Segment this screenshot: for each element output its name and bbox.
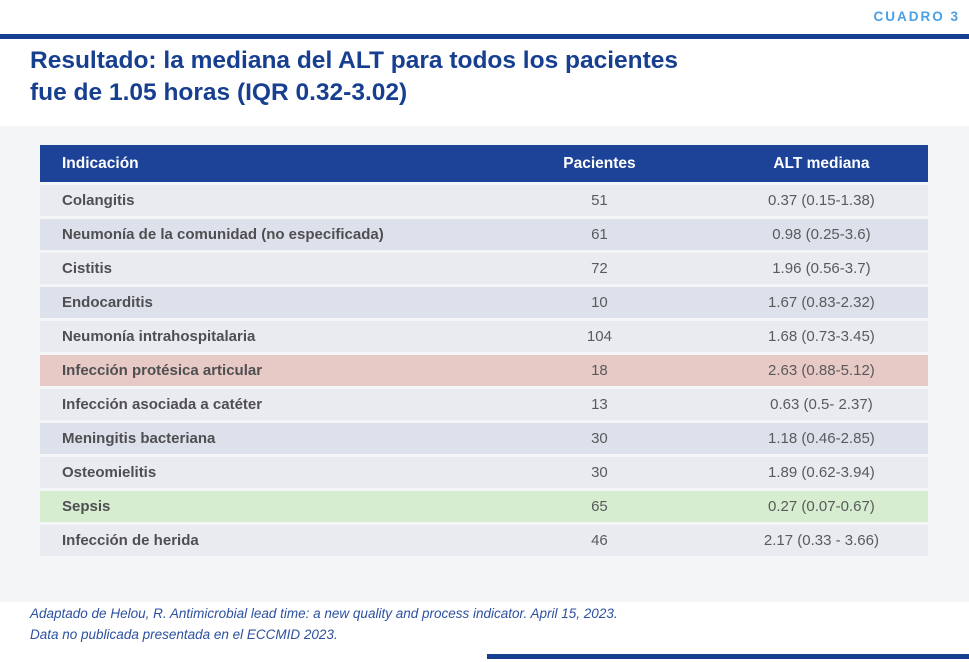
cell-alt-median: 1.68 (0.73-3.45)	[768, 328, 875, 345]
cell-indication: Neumonía intrahospitalaria	[62, 328, 256, 345]
table-row: Infección asociada a catéter 13 0.63 (0.…	[40, 389, 928, 420]
source-footnote: Adaptado de Helou, R. Antimicrobial lead…	[30, 604, 618, 646]
header-alt-median: ALT mediana	[773, 154, 870, 172]
cell-patients: 46	[591, 532, 608, 549]
cell-alt-median: 0.37 (0.15-1.38)	[768, 192, 875, 209]
cell-alt-median: 1.18 (0.46-2.85)	[768, 430, 875, 447]
cell-alt-median: 1.67 (0.83-2.32)	[768, 294, 875, 311]
slide-number-label: CUADRO 3	[873, 9, 960, 24]
cell-patients: 72	[591, 260, 608, 277]
bottom-divider	[487, 654, 969, 659]
cell-patients: 104	[586, 328, 612, 345]
footnote-line1: Adaptado de Helou, R. Antimicrobial lead…	[30, 606, 618, 621]
table-header-row: Indicación Pacientes ALT mediana	[40, 145, 928, 182]
cell-indication: Sepsis	[62, 498, 111, 515]
table-row: Osteomielitis 30 1.89 (0.62-3.94)	[40, 457, 928, 488]
table-row: Neumonía intrahospitalaria 104 1.68 (0.7…	[40, 321, 928, 352]
cell-alt-median: 0.98 (0.25-3.6)	[772, 226, 871, 243]
cell-alt-median: 0.27 (0.07-0.67)	[768, 498, 875, 515]
title-lead: Resultado:	[30, 47, 157, 74]
cell-patients: 13	[591, 396, 608, 413]
top-divider	[0, 34, 969, 39]
table-row: Cistitis 72 1.96 (0.56-3.7)	[40, 253, 928, 284]
cell-alt-median: 2.63 (0.88-5.12)	[768, 362, 875, 379]
table-row: Colangitis 51 0.37 (0.15-1.38)	[40, 185, 928, 216]
title-rest: la mediana del ALT para todos los pacien…	[156, 47, 679, 74]
cell-indication: Neumonía de la comunidad (no especificad…	[62, 226, 384, 243]
cell-patients: 65	[591, 498, 608, 515]
cell-indication: Infección asociada a catéter	[62, 396, 263, 413]
cell-patients: 18	[591, 362, 608, 379]
cell-patients: 61	[591, 226, 608, 243]
table-row-highlight-green: Sepsis 65 0.27 (0.07-0.67)	[40, 491, 928, 522]
cell-alt-median: 1.89 (0.62-3.94)	[768, 464, 875, 481]
cell-indication: Cistitis	[62, 260, 113, 277]
table-row: Neumonía de la comunidad (no especificad…	[40, 219, 928, 250]
header-patients: Pacientes	[563, 154, 636, 172]
cell-indication: Infección de herida	[62, 532, 199, 549]
table-row: Infección de herida 46 2.17 (0.33 - 3.66…	[40, 525, 928, 556]
cell-indication: Osteomielitis	[62, 464, 157, 481]
table-row: Meningitis bacteriana 30 1.18 (0.46-2.85…	[40, 423, 928, 454]
cell-patients: 30	[591, 464, 608, 481]
cell-indication: Infección protésica articular	[62, 362, 263, 379]
cell-patients: 30	[591, 430, 608, 447]
cell-alt-median: 2.17 (0.33 - 3.66)	[763, 532, 879, 549]
cell-alt-median: 1.96 (0.56-3.7)	[772, 260, 871, 277]
cell-alt-median: 0.63 (0.5- 2.37)	[770, 396, 873, 413]
cell-indication: Colangitis	[62, 192, 135, 209]
cell-indication: Meningitis bacteriana	[62, 430, 216, 447]
header-indication: Indicación	[62, 154, 139, 172]
footnote-line2: Data no publicada presentada en el ECCMI…	[30, 626, 338, 642]
page-title: Resultado: la mediana del ALT para todos…	[30, 45, 790, 110]
cell-patients: 51	[591, 192, 608, 209]
table-row: Endocarditis 10 1.67 (0.83-2.32)	[40, 287, 928, 318]
cell-patients: 10	[591, 294, 608, 311]
cell-indication: Endocarditis	[62, 294, 153, 311]
results-table: Indicación Pacientes ALT mediana Colangi…	[40, 145, 928, 556]
table-row-highlight-pink: Infección protésica articular 18 2.63 (0…	[40, 355, 928, 386]
title-line2: fue de 1.05 horas (IQR 0.32-3.02)	[30, 79, 408, 107]
